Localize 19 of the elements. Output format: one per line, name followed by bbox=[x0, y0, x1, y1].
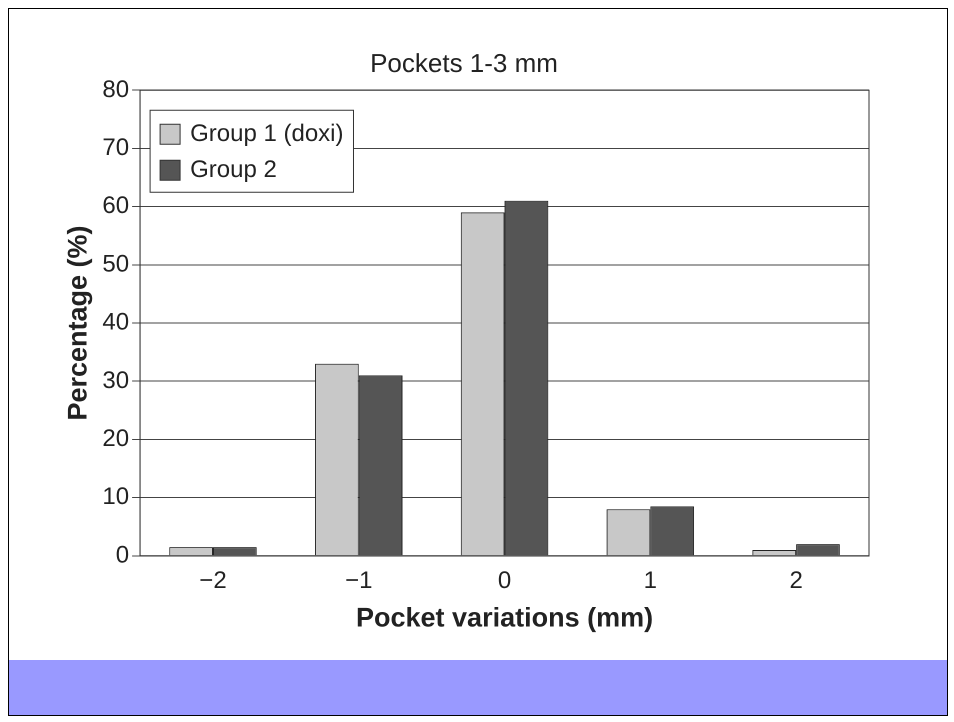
x-tick-label: −2 bbox=[199, 566, 227, 594]
y-tick-label: 50 bbox=[102, 250, 130, 278]
x-tick-label: −1 bbox=[345, 566, 372, 594]
x-tick-label: 1 bbox=[644, 566, 658, 594]
y-axis-title: Percentage (%) bbox=[62, 225, 93, 421]
x-tick-label: 0 bbox=[498, 566, 512, 594]
legend-label: Group 2 bbox=[190, 156, 277, 183]
y-tick-label: 60 bbox=[102, 192, 130, 220]
y-tick-label: 10 bbox=[102, 483, 130, 510]
chart-title: Pockets 1-3 mm bbox=[370, 48, 558, 78]
x-axis-title: Pocket variations (mm) bbox=[356, 602, 654, 632]
x-tick-label: 2 bbox=[789, 566, 803, 594]
y-tick-label: 80 bbox=[102, 76, 130, 103]
y-tick-label: 0 bbox=[116, 541, 130, 568]
y-tick-label: 30 bbox=[102, 366, 130, 394]
legend-label: Group 1 (doxi) bbox=[190, 120, 344, 147]
y-tick-label: 70 bbox=[102, 134, 130, 162]
y-tick-label: 40 bbox=[102, 308, 130, 336]
y-tick-label: 20 bbox=[102, 425, 130, 452]
